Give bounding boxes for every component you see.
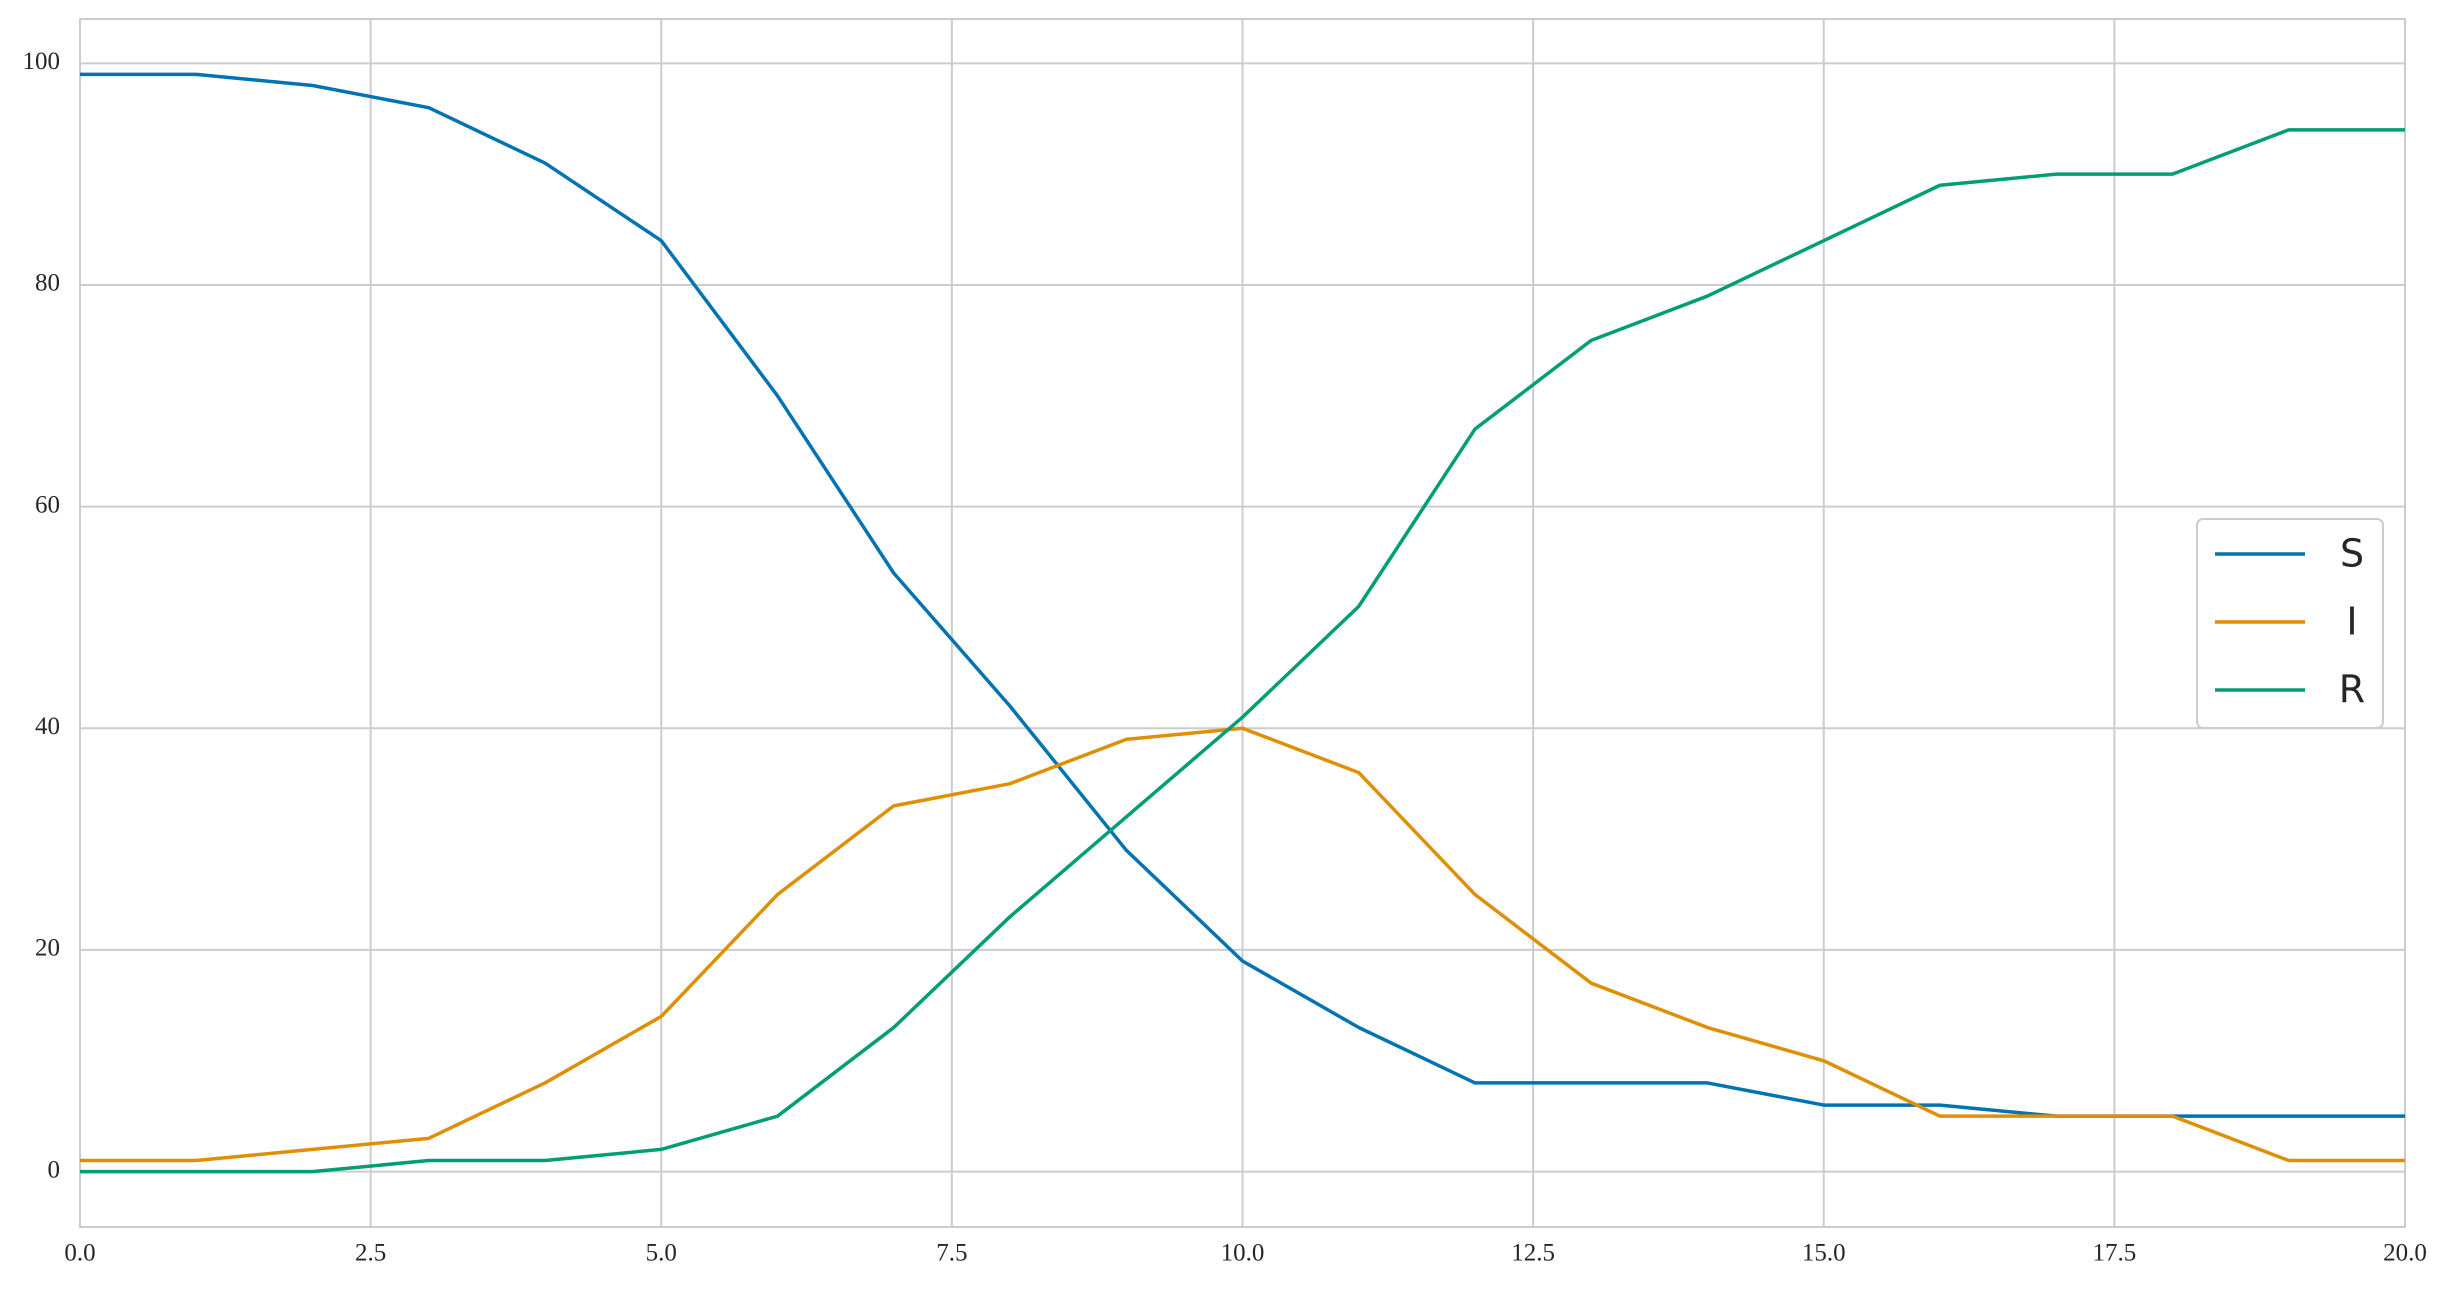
y-tick-label: 80 (35, 270, 60, 297)
y-tick-label: 20 (35, 935, 60, 962)
x-tick-label: 5.0 (646, 1240, 677, 1267)
x-tick-label: 0.0 (64, 1240, 95, 1267)
y-tick-label: 60 (35, 491, 60, 518)
y-tick-label: 100 (23, 48, 61, 75)
y-tick-label: 40 (35, 713, 60, 740)
x-tick-label: 2.5 (355, 1240, 386, 1267)
legend-label: S (2340, 532, 2364, 576)
series-line (80, 128, 2405, 1174)
x-tick-label: 17.5 (2093, 1240, 2137, 1267)
x-tick-label: 10.0 (1221, 1240, 1265, 1267)
legend-label: R (2339, 668, 2365, 712)
x-tick-label: 7.5 (936, 1240, 967, 1267)
series-line (80, 72, 2405, 1118)
plot-frame (79, 18, 2406, 1228)
legend-label: I (2346, 600, 2357, 644)
y-tick-label: 0 (48, 1156, 61, 1183)
series-line (80, 726, 2405, 1163)
x-tick-label: 15.0 (1802, 1240, 1846, 1267)
x-tick-label: 12.5 (1511, 1240, 1555, 1267)
x-tick-label: 20.0 (2383, 1240, 2427, 1267)
